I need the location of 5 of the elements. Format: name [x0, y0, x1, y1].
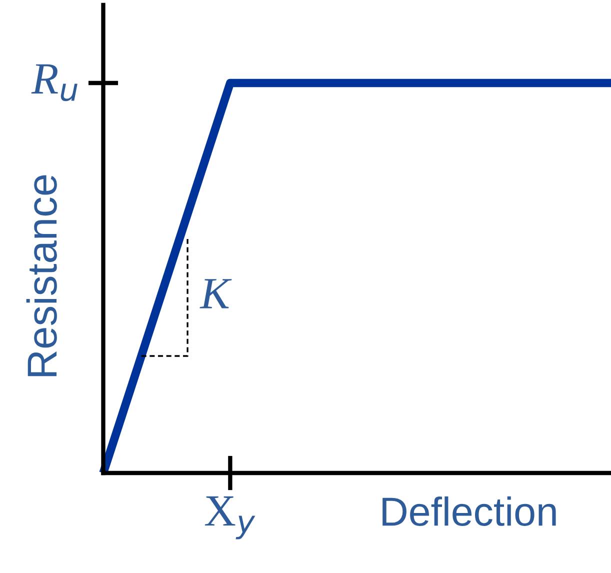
y-axis-title: Resistance — [26, 175, 57, 376]
annotation: K — [200, 279, 232, 308]
text: R$_{u}$ — [31, 64, 78, 102]
x-axis-title: Deflection — [382, 496, 556, 526]
text: X$_{y}$ — [204, 496, 256, 540]
